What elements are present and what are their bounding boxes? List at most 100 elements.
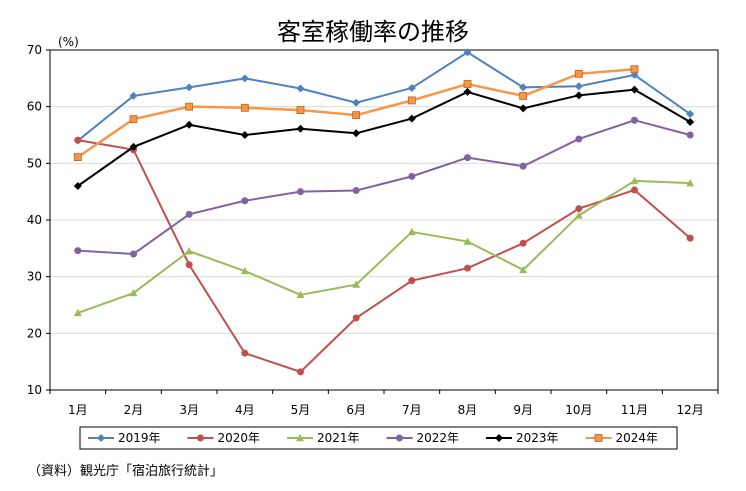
data-point bbox=[185, 247, 194, 255]
data-point bbox=[240, 131, 249, 139]
legend-marker bbox=[97, 434, 105, 442]
series-line bbox=[77, 119, 691, 256]
data-point bbox=[686, 179, 695, 187]
data-point bbox=[74, 247, 82, 255]
series-line bbox=[77, 179, 691, 314]
y-axis-unit: (%) bbox=[58, 35, 79, 49]
legend-label: 2021年 bbox=[317, 431, 360, 445]
legend-label: 2024年 bbox=[616, 431, 659, 445]
data-point bbox=[185, 261, 193, 269]
data-point bbox=[574, 82, 583, 91]
legend-marker bbox=[197, 434, 204, 442]
data-point bbox=[686, 117, 695, 126]
data-point bbox=[129, 115, 138, 124]
x-tick-label: 9月 bbox=[513, 403, 533, 417]
data-point bbox=[408, 172, 416, 180]
data-point bbox=[575, 135, 583, 143]
data-point bbox=[185, 102, 194, 111]
data-point bbox=[73, 182, 82, 190]
legend-item: 2020年 bbox=[187, 431, 261, 445]
x-tick-label: 6月 bbox=[346, 403, 366, 417]
data-point bbox=[519, 104, 528, 113]
series-line bbox=[77, 88, 691, 187]
data-point bbox=[464, 264, 471, 272]
data-point bbox=[185, 120, 194, 129]
data-point bbox=[463, 80, 472, 88]
data-point bbox=[686, 110, 695, 119]
legend-marker bbox=[296, 434, 304, 442]
y-tick-label: 20 bbox=[27, 326, 42, 340]
data-point bbox=[519, 83, 528, 92]
y-tick-label: 70 bbox=[27, 43, 42, 57]
data-point bbox=[130, 250, 137, 258]
y-tick-label: 50 bbox=[27, 156, 42, 170]
data-point bbox=[296, 84, 305, 93]
legend-marker bbox=[495, 434, 503, 442]
data-point bbox=[296, 290, 305, 298]
data-point bbox=[240, 267, 249, 275]
y-tick-label: 40 bbox=[27, 213, 42, 227]
data-point bbox=[73, 308, 82, 317]
data-point bbox=[519, 265, 528, 274]
data-point bbox=[352, 111, 361, 120]
line-chart: 客室稼働率の推移 (%) 10 20 30 40 50 60 70 1月 2月 3月 4月 5月 6月 7月 8… bbox=[27, 18, 719, 450]
x-tick-label: 7月 bbox=[402, 403, 422, 417]
x-tick-label: 12月 bbox=[677, 403, 704, 417]
series-line bbox=[77, 139, 691, 374]
source-note: （資料）観光庁「宿泊旅行統計」 bbox=[28, 464, 224, 479]
legend-label: 2020年 bbox=[218, 431, 261, 445]
series-line bbox=[77, 51, 691, 142]
data-point bbox=[352, 187, 360, 195]
series-2024年 bbox=[73, 65, 639, 162]
data-point bbox=[185, 210, 193, 218]
data-point bbox=[407, 114, 416, 123]
data-point bbox=[297, 188, 304, 196]
data-point bbox=[574, 211, 583, 219]
data-point bbox=[240, 74, 249, 83]
data-point bbox=[352, 314, 360, 322]
y-tick-label: 30 bbox=[27, 270, 42, 284]
legend-item: 2019年 bbox=[88, 431, 161, 445]
data-point bbox=[408, 277, 416, 285]
data-point bbox=[463, 48, 472, 57]
x-tick-label: 10月 bbox=[565, 403, 592, 417]
x-tick-label: 3月 bbox=[179, 403, 199, 417]
legend: 2019年 2020年 2021年 2022年 2023年 2024年 bbox=[79, 426, 678, 450]
x-tick-label: 1月 bbox=[68, 403, 88, 417]
data-point bbox=[352, 280, 361, 288]
data-point bbox=[463, 237, 472, 245]
legend-box bbox=[79, 426, 678, 450]
chart-title: 客室稼働率の推移 bbox=[277, 18, 469, 46]
legend-label: 2022年 bbox=[417, 431, 460, 445]
data-point bbox=[296, 106, 305, 114]
legend-item: 2024年 bbox=[585, 431, 659, 445]
data-point bbox=[74, 136, 82, 144]
series-2021年 bbox=[73, 176, 695, 317]
series-2023年 bbox=[73, 85, 695, 190]
data-point bbox=[464, 154, 471, 162]
data-point bbox=[407, 227, 416, 236]
data-point bbox=[352, 98, 361, 107]
data-point bbox=[407, 83, 416, 92]
data-point bbox=[574, 69, 583, 78]
legend-item: 2021年 bbox=[287, 431, 360, 445]
legend-marker bbox=[396, 434, 403, 442]
data-point bbox=[297, 368, 304, 376]
data-point bbox=[519, 239, 527, 247]
data-point bbox=[630, 176, 639, 185]
data-point bbox=[129, 142, 138, 151]
y-tick-label: 60 bbox=[27, 100, 42, 114]
x-tick-label: 8月 bbox=[458, 403, 478, 417]
data-point bbox=[575, 205, 583, 213]
x-tick-label: 2月 bbox=[124, 403, 144, 417]
legend-item: 2023年 bbox=[486, 431, 559, 445]
data-point bbox=[574, 91, 583, 100]
x-tick-label: 11月 bbox=[621, 403, 648, 417]
data-point bbox=[519, 162, 527, 170]
legend-item: 2022年 bbox=[386, 431, 460, 445]
data-point bbox=[631, 186, 638, 194]
data-point bbox=[296, 124, 305, 133]
data-point bbox=[241, 349, 249, 357]
data-point bbox=[185, 83, 194, 92]
